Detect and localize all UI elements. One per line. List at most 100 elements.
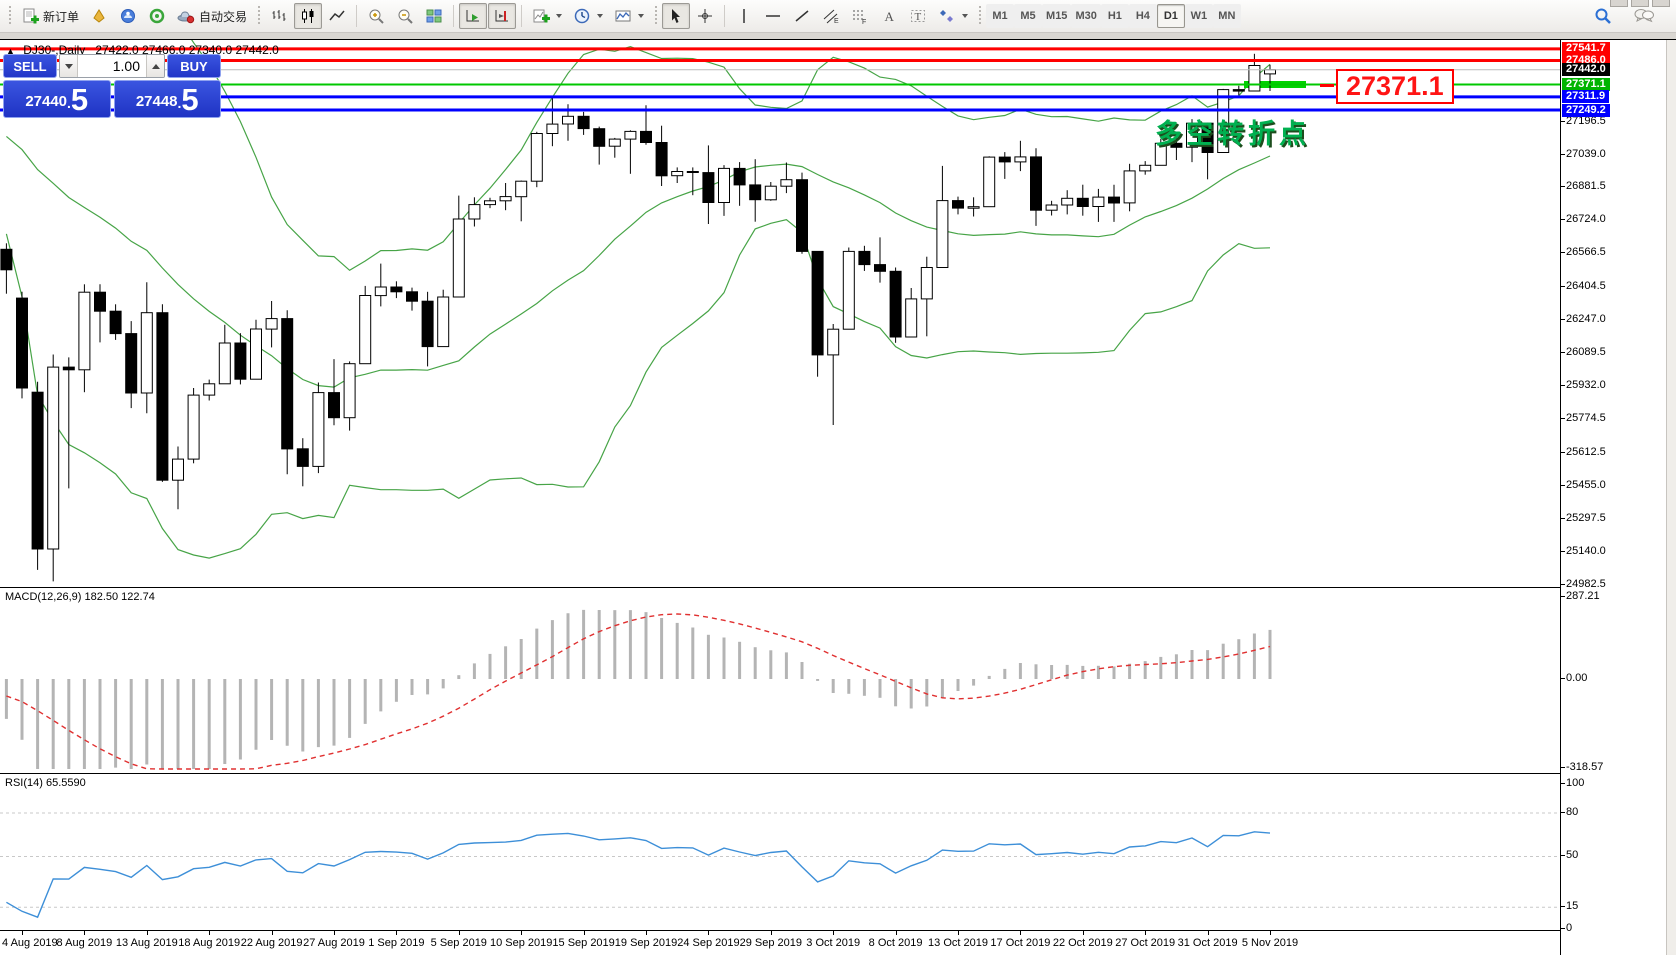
timeframe-group: M1 M5 M15 M30 H1 H4 D1 W1 MN [986,4,1241,28]
rsi-axis-tick: 0 [1560,921,1573,934]
toolbar-grip[interactable] [653,6,659,26]
tile-windows-button[interactable] [420,3,448,29]
tf-button-h1[interactable]: H1 [1100,4,1129,28]
toolbar: 新订单 自动交易 [0,0,1676,33]
chart-note-text[interactable]: 多空转折点 [1155,119,1310,149]
toolbar-grip[interactable] [256,6,262,26]
time-axis[interactable]: 4 Aug 2019 8 Aug 2019 13 Aug 2019 18 Aug 20… [0,930,1560,955]
candle-body [889,270,902,338]
zoom-out-button[interactable] [391,3,419,29]
price-axis-tick: 26881.5 [1561,180,1606,193]
text-button[interactable]: A [875,3,903,29]
line-chart-button[interactable] [323,3,351,29]
time-axis-tick [895,931,897,935]
bollinger-band-line [5,219,1271,559]
candlestick-chart-button[interactable] [294,3,323,29]
templates-icon [615,10,631,22]
price-flag-label[interactable]: 27371.1 [1336,69,1454,104]
tf-button-h4[interactable]: H4 [1128,4,1157,28]
candle-body [47,366,60,550]
candle-body [172,458,184,481]
window-close-icon[interactable] [1652,0,1670,7]
tf-button-w1[interactable]: W1 [1184,4,1213,28]
signals-button[interactable] [143,3,171,29]
macd-pane[interactable] [0,587,1560,773]
volume-input[interactable] [78,55,146,77]
tf-button-m30[interactable]: M30 [1071,4,1101,28]
trendline-button[interactable] [788,3,816,29]
chart-window: 27196.5 27039.0 26881.5 26724.0 26566.5 26404… [0,39,1676,955]
volume-stepper [59,54,165,78]
templates-button[interactable] [609,3,649,29]
buy-button[interactable]: BUY [167,54,221,78]
rsi-indicator-label: RSI(14) 65.5590 [5,777,86,789]
candle-body [905,298,918,338]
level-price-badge: 27541.7 [1562,42,1610,56]
chat-button[interactable] [1628,3,1660,29]
candle-body [187,394,200,460]
sell-price-box[interactable]: 27440. 5 [3,80,111,118]
window-gap [0,33,1676,39]
price-flag-tick [1320,84,1334,87]
sell-button[interactable]: SELL [3,54,57,78]
vertical-line-button[interactable] [730,3,758,29]
zoom-in-button[interactable] [362,3,390,29]
zoom-out-icon [398,9,413,24]
toolbar-grip[interactable] [977,6,983,26]
window-restore-icon[interactable] [1631,0,1649,7]
rsi-value: 65.5590 [45,777,86,789]
autotrading-button[interactable]: 自动交易 [172,3,252,29]
candle-body [109,310,122,335]
chevron-down-icon [556,14,563,18]
sell-price-main: 27440 [25,93,68,110]
candle-body [1045,204,1058,211]
tf-button-m5[interactable]: M5 [1014,4,1043,28]
crosshair-button[interactable] [691,3,719,29]
periods-button[interactable] [568,3,608,29]
window-minimize-icon[interactable] [1610,0,1628,7]
volume-decrease-button[interactable] [60,55,78,77]
macd-axis-tick: -318.57 [1560,761,1604,774]
buy-price-big-digit: 5 [181,82,199,117]
chart-shift-button[interactable] [488,3,517,29]
horizontal-line-button[interactable] [759,3,787,29]
rsi-pane[interactable] [0,773,1560,930]
time-axis-label: 17 Oct 2019 [990,937,1051,949]
market-button[interactable] [85,3,113,29]
candle-body [733,167,746,186]
price-axis[interactable]: 27196.5 27039.0 26881.5 26724.0 26566.5 26404… [1560,40,1667,955]
time-axis-label: 22 Oct 2019 [1052,937,1113,949]
candle-body [94,291,106,312]
equidistant-channel-button[interactable]: E [817,3,845,29]
bar-chart-button[interactable] [265,3,293,29]
arrows-button[interactable] [933,3,973,29]
rsi-axis-tick: 80 [1560,805,1579,818]
tf-button-m1[interactable]: M1 [986,4,1015,28]
toolbar-grip[interactable] [7,6,12,26]
new-order-icon [23,8,39,24]
auto-scroll-button[interactable] [459,3,488,29]
time-axis-label: 4 Aug 2019 [2,937,58,949]
periods-clock-icon [574,8,590,24]
tf-button-d1[interactable]: D1 [1156,4,1185,28]
collapse-arrow-icon[interactable]: ▲ [6,46,15,56]
autotrading-label: 自动交易 [199,9,248,24]
text-label-button[interactable]: T [904,3,932,29]
indicators-button[interactable] [527,3,567,29]
new-order-button[interactable]: 新订单 [16,3,84,29]
chart-title: ▲ DJ30-,Daily 27422.0 27466.0 27340.0 27… [6,43,279,57]
window-controls [1610,0,1670,7]
tf-button-mn[interactable]: MN [1212,4,1241,28]
community-button[interactable] [114,3,142,29]
candle-body [1108,196,1120,204]
price-axis-tick: 27039.0 [1561,147,1606,160]
price-pane[interactable] [0,40,1560,586]
buy-price-box[interactable]: 27448. 5 [113,80,221,118]
fibonacci-button[interactable]: F [846,3,874,29]
search-button[interactable] [1588,3,1618,29]
candle-body [624,130,637,140]
cursor-button[interactable] [662,3,691,29]
tf-button-m15[interactable]: M15 [1042,4,1072,28]
volume-increase-button[interactable] [146,55,164,77]
trendline-icon [795,10,809,22]
